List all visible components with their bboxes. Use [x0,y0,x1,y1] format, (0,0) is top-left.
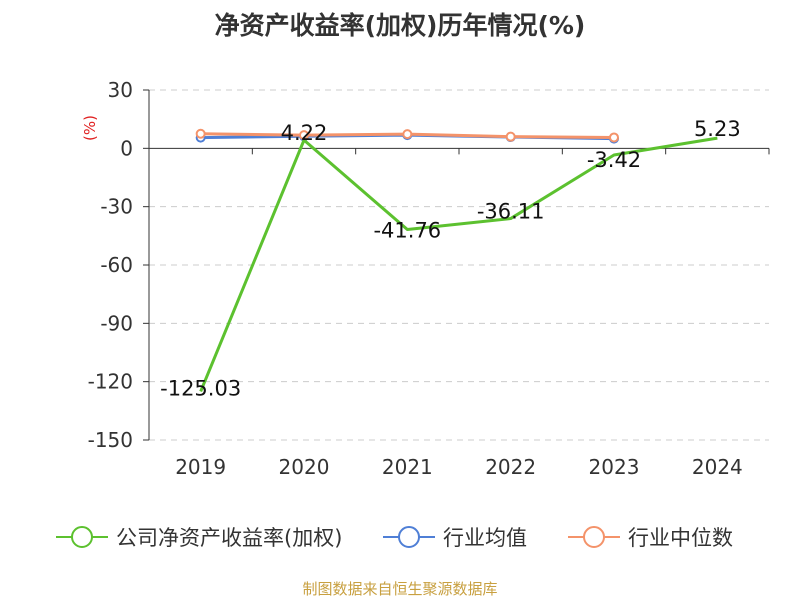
legend-label: 公司净资产收益率(加权) [116,526,342,550]
chart-title: 净资产收益率(加权)历年情况(%) [214,11,586,40]
x-tick-label: 2019 [175,455,226,479]
source-note: 制图数据来自恒生聚源数据库 [302,580,498,598]
x-tick-label: 2023 [589,455,640,479]
series-line-0 [199,136,718,393]
x-tick-label: 2020 [279,455,330,479]
y-tick-label: -90 [100,311,133,335]
y-tick-label: -150 [88,428,133,452]
data-point [505,131,516,142]
y-tick-label: -120 [88,370,133,394]
y-tick-label: 0 [120,136,133,160]
y-axis-label: (%) [81,115,99,141]
data-point [609,132,619,143]
legend-label: 行业中位数 [628,526,733,550]
data-point [402,129,413,140]
y-tick-label: -30 [100,195,133,219]
y-tick-label: -60 [100,253,133,277]
data-label: 4.22 [281,121,328,145]
x-tick-label: 2021 [382,455,433,479]
data-label: -41.76 [373,219,441,243]
legend-marker [583,526,605,548]
legend-marker [398,526,420,548]
legend-label: 行业均值 [443,526,527,550]
data-label: -3.42 [587,148,641,172]
data-label: -36.11 [477,200,545,224]
data-label: 5.23 [694,117,741,141]
y-tick-label: 30 [108,78,133,102]
data-label: -125.03 [160,376,241,400]
legend-marker [71,526,93,548]
x-tick-label: 2024 [692,455,743,479]
x-tick-label: 2022 [485,455,536,479]
data-point [195,128,206,139]
